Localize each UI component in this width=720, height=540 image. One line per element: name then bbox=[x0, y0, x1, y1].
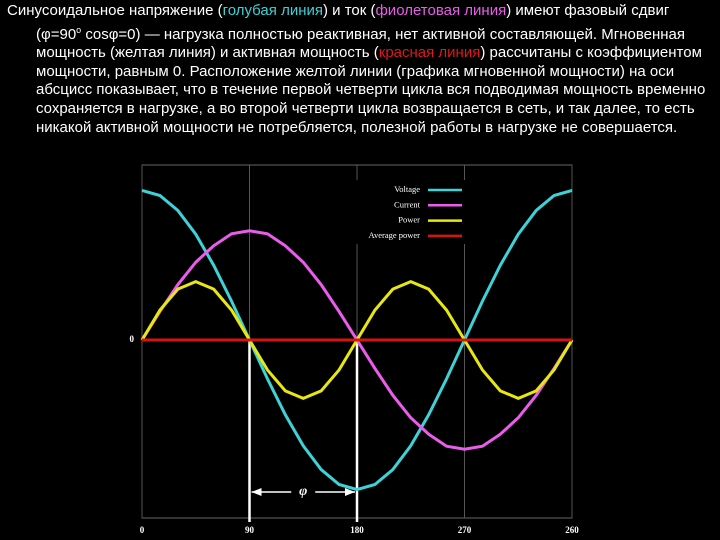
arrow-head bbox=[251, 488, 262, 496]
text: ) рассчитаны с коэффициентом мощности, р… bbox=[36, 44, 706, 136]
y-tick-label: 0 bbox=[130, 334, 135, 344]
text: ) и ток ( bbox=[322, 2, 376, 19]
text: фиолетовая линия bbox=[375, 2, 507, 19]
x-tick-label: 270 bbox=[458, 525, 472, 535]
text: Синусоидальное напряжение ( bbox=[7, 2, 223, 19]
x-tick-label: 260 bbox=[565, 525, 579, 535]
x-tick-label: 90 bbox=[245, 525, 255, 535]
text: cosφ=0) — нагрузка полностью реактивная,… bbox=[36, 25, 686, 62]
x-tick-label: 0 bbox=[140, 525, 145, 535]
text: голубая линия bbox=[222, 2, 323, 19]
annotation: φ bbox=[299, 484, 307, 499]
legend-label: Average power bbox=[368, 230, 420, 240]
text: o bbox=[76, 24, 82, 35]
series-line bbox=[141, 188, 573, 492]
legend-label: Current bbox=[394, 199, 421, 209]
legend-label: Voltage bbox=[394, 184, 420, 194]
legend-label: Power bbox=[398, 215, 420, 225]
arrow-head bbox=[345, 488, 355, 496]
description: Синусоидальное напряжение (голубая линия… bbox=[7, 2, 713, 137]
text: ) имеют фазовый сдвиг (φ=90 bbox=[36, 2, 670, 43]
x-tick-label: 180 bbox=[350, 525, 364, 535]
text: красная линия bbox=[378, 44, 481, 62]
